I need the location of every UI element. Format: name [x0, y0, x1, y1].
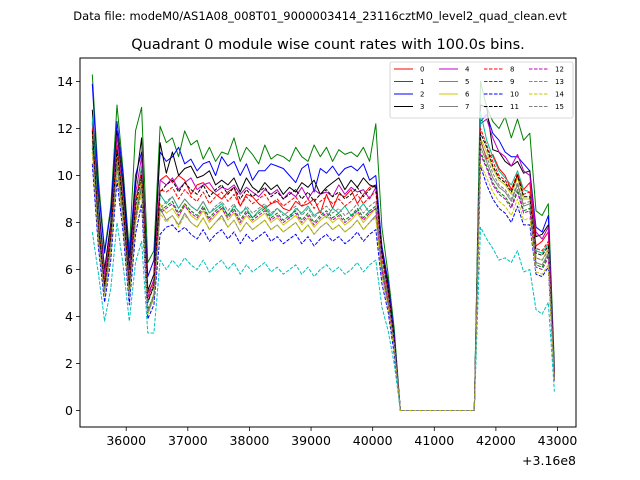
- data-file-suptitle: Data file: modeM0/AS1A08_008T01_90000034…: [73, 9, 567, 23]
- chart-title: Quadrant 0 module wise count rates with …: [131, 37, 525, 53]
- plot-area: [80, 58, 576, 427]
- x-tick-label: 37000: [168, 433, 208, 448]
- legend-label-3: 3: [420, 103, 424, 111]
- y-tick-label: 2: [65, 356, 73, 371]
- y-tick-label: 6: [65, 262, 73, 277]
- legend-label-0: 0: [420, 66, 424, 74]
- legend-label-2: 2: [420, 91, 424, 99]
- x-tick-label: 40000: [353, 433, 393, 448]
- legend-box: [389, 61, 574, 119]
- x-tick-label: 41000: [414, 433, 454, 448]
- y-tick-label: 8: [65, 215, 73, 230]
- y-tick-label: 10: [57, 168, 73, 183]
- y-tick-label: 0: [65, 403, 73, 418]
- y-tick-label: 12: [57, 121, 73, 136]
- series-line-11: [91, 130, 555, 411]
- legend-label-5: 5: [465, 78, 469, 86]
- plot-frame: [79, 57, 577, 428]
- x-tick-label: 39000: [291, 433, 331, 448]
- legend-label-9: 9: [510, 78, 514, 86]
- series-layer: [91, 74, 555, 411]
- legend-label-1: 1: [420, 78, 424, 86]
- x-tick-label: 38000: [230, 433, 270, 448]
- legend-label-7: 7: [465, 103, 469, 111]
- axes-layer: 36000 37000 38000 39000 40000 41000 42000 43000…: [57, 74, 577, 448]
- x-tick-label: 43000: [538, 433, 578, 448]
- legend-label-10: 10: [510, 91, 519, 99]
- x-tick-label: 42000: [476, 433, 516, 448]
- series-line-13: [91, 222, 555, 411]
- legend-label-15: 15: [555, 103, 564, 111]
- legend-label-12: 12: [555, 66, 564, 74]
- legend-label-14: 14: [555, 91, 564, 99]
- series-line-15: [91, 142, 555, 411]
- legend-label-13: 13: [555, 78, 564, 86]
- legend-label-11: 11: [510, 103, 519, 111]
- x-offset-label: +3.16e8: [522, 453, 576, 468]
- y-tick-label: 14: [57, 74, 73, 89]
- x-tick-label: 36000: [106, 433, 146, 448]
- y-tick-label: 4: [65, 309, 73, 324]
- legend-label-6: 6: [465, 91, 470, 99]
- legend-label-8: 8: [510, 66, 514, 74]
- legend-label-4: 4: [465, 66, 470, 74]
